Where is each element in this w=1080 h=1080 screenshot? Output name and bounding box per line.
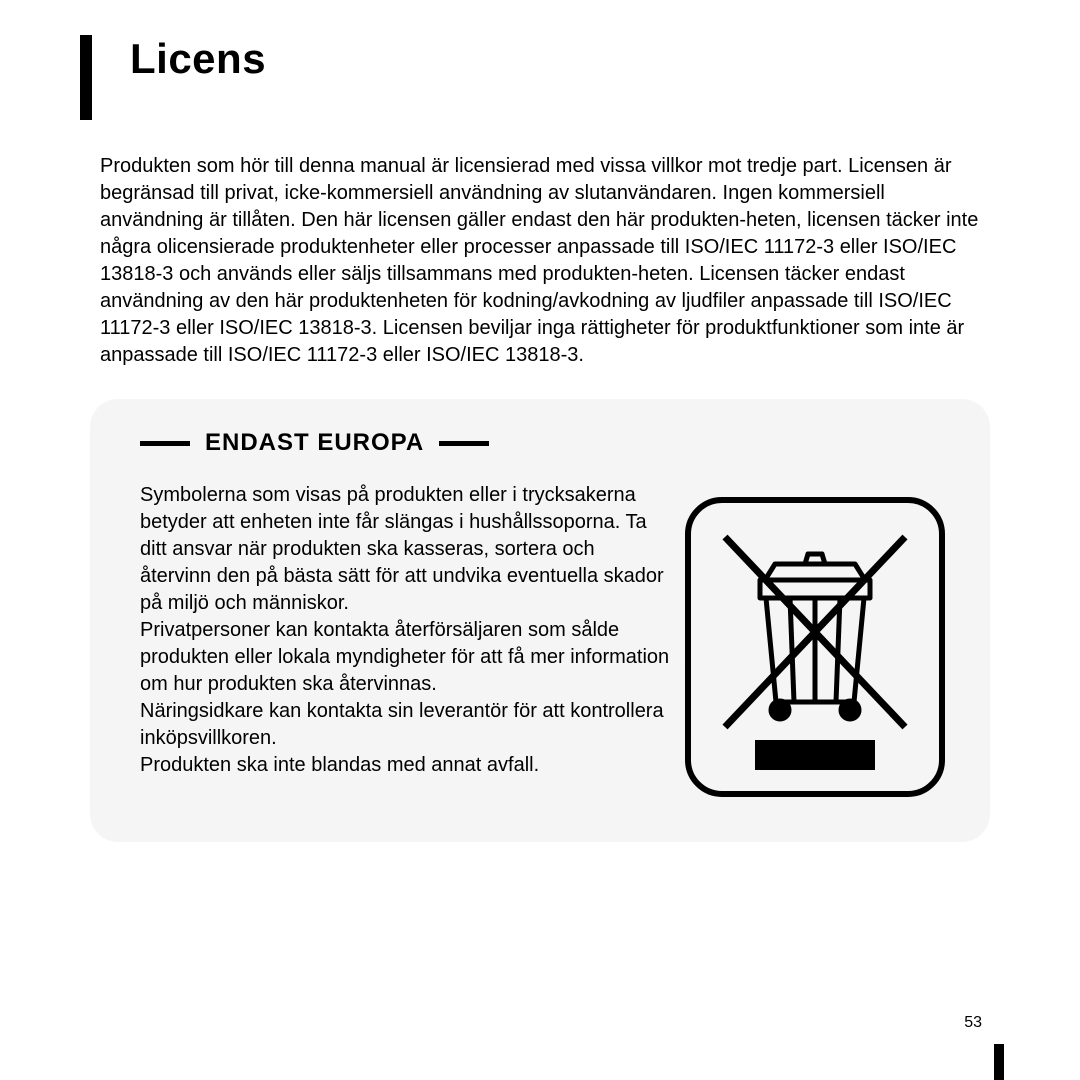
document-page: Licens Produkten som hör till denna manu…	[0, 0, 1080, 1080]
box-text-line: Symbolerna som visas på produkten eller …	[140, 482, 670, 617]
section-marker	[80, 35, 92, 120]
dash-right-icon	[439, 441, 489, 446]
dash-left-icon	[140, 441, 190, 446]
box-text-line: Näringsidkare kan kontakta sin leverantö…	[140, 698, 670, 752]
page-title: Licens	[130, 35, 990, 83]
box-text: Symbolerna som visas på produkten eller …	[140, 482, 670, 779]
box-text-line: Produkten ska inte blandas med annat avf…	[140, 752, 670, 779]
page-number: 53	[964, 1014, 982, 1032]
box-content: Symbolerna som visas på produkten eller …	[140, 482, 950, 802]
europe-info-box: ENDAST EUROPA Symbolerna som visas på pr…	[90, 399, 990, 842]
weee-bin-icon	[680, 492, 950, 802]
box-heading: ENDAST EUROPA	[205, 429, 424, 457]
box-text-line: Privatpersoner kan kontakta återförsälja…	[140, 617, 670, 698]
license-paragraph: Produkten som hör till denna manual är l…	[90, 153, 990, 369]
box-heading-row: ENDAST EUROPA	[140, 429, 950, 457]
footer-marker	[994, 1044, 1004, 1080]
